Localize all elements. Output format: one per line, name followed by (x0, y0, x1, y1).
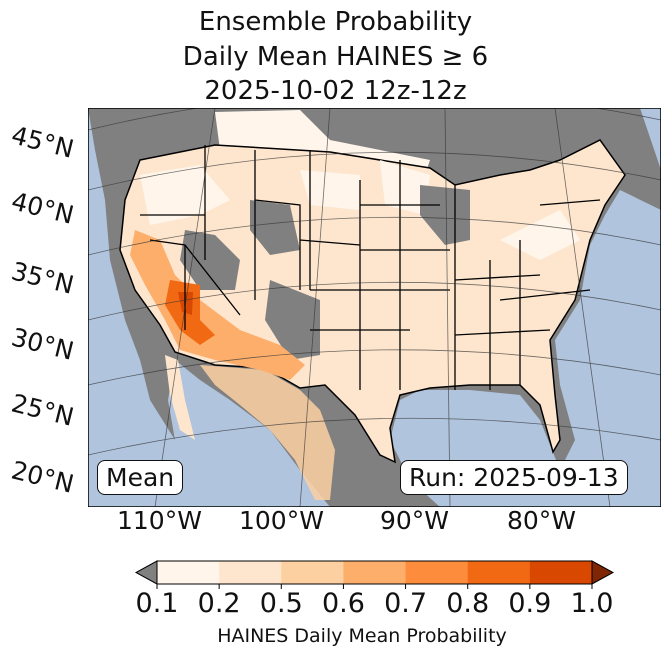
lat-label-25n: 25°N (8, 388, 77, 432)
lon-label-90w: 90°W (380, 506, 450, 535)
lat-label-35n: 35°N (8, 256, 77, 300)
interior-west-gray (180, 185, 470, 360)
colorbar (134, 560, 615, 589)
colorbar-segment (281, 561, 344, 584)
lon-label-80w: 80°W (507, 506, 577, 535)
lon-label-100w: 100°W (239, 506, 324, 535)
run-date-box: Run: 2025-09-13 (400, 460, 628, 495)
colorbar-segment (405, 561, 469, 584)
colorbar-tick-label: 1.0 (570, 588, 614, 619)
map (88, 108, 661, 507)
colorbar-tick-label: 0.2 (197, 588, 241, 619)
title-line-2: Daily Mean HAINES ≥ 6 (182, 42, 489, 72)
mean-label-box: Mean (97, 460, 184, 495)
colorbar-over-arrow (591, 560, 615, 585)
lat-label-30n: 30°N (8, 322, 77, 366)
title-line-1: Ensemble Probability (198, 7, 473, 37)
colorbar-frame (156, 560, 593, 585)
mexico-probability-area (200, 365, 335, 500)
colorbar-segment (219, 561, 282, 584)
high-probability-area (130, 230, 305, 380)
lon-label-110w: 110°W (117, 506, 202, 535)
colorbar-tick-label: 0.9 (508, 588, 552, 619)
baja-probability-area (165, 355, 195, 440)
lat-label-45n: 45°N (8, 120, 77, 164)
colorbar-segment (343, 561, 407, 584)
colorbar-segment (529, 561, 593, 584)
colorbar-tick-label: 0.5 (259, 588, 303, 619)
colorbar-label-text: HAINES Daily Mean Probability (217, 625, 507, 647)
colorbar-tick-label: 0.1 (135, 588, 179, 619)
colorbar-under-arrow (134, 560, 158, 585)
colorbar-segment (467, 561, 531, 584)
colorbar-label: HAINES Daily Mean Probability (0, 625, 671, 647)
colorbar-tick-label: 0.6 (321, 588, 365, 619)
colorbar-tick-label: 0.8 (446, 588, 490, 619)
colorbar-segment (157, 561, 220, 584)
title-line-3: 2025-10-02 12z-12z (204, 76, 467, 106)
lat-label-40n: 40°N (8, 186, 77, 230)
colorbar-tick-label: 0.7 (384, 588, 428, 619)
graticule (88, 108, 661, 507)
lat-label-20n: 20°N (8, 455, 77, 499)
